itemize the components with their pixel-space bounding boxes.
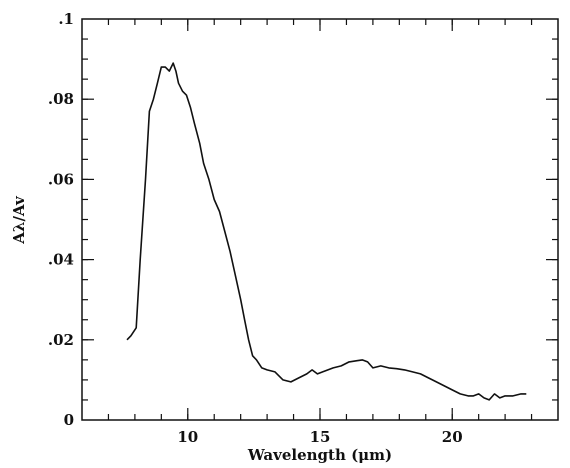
tick-labels-layer: 10 15 20 0 .02 .04 .06 .08 .1 xyxy=(48,10,463,446)
y-tick-label: .1 xyxy=(58,10,74,28)
y-tick-label: 0 xyxy=(64,411,74,429)
y-tick-label: .04 xyxy=(48,251,74,269)
plot-frame xyxy=(81,18,559,421)
ticks-layer xyxy=(82,19,558,420)
y-tick-label: .06 xyxy=(48,170,74,188)
x-axis-title: Wavelength (μm) xyxy=(247,446,392,464)
y-tick-label: .08 xyxy=(48,90,74,108)
x-tick-label: 10 xyxy=(177,428,198,446)
y-axis-title: Aλ/Av xyxy=(10,195,28,245)
x-tick-label: 15 xyxy=(310,428,331,446)
x-tick-label: 20 xyxy=(442,428,463,446)
series-line xyxy=(126,62,527,401)
y-tick-label: .02 xyxy=(48,331,74,349)
